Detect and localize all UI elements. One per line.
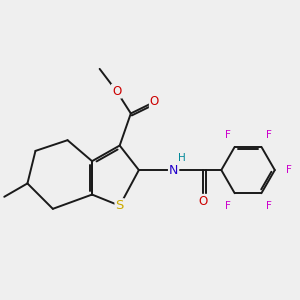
Text: O: O: [199, 195, 208, 208]
Text: S: S: [116, 199, 124, 212]
Text: O: O: [112, 85, 121, 98]
Text: F: F: [266, 201, 272, 211]
Text: N: N: [169, 164, 178, 177]
Text: F: F: [286, 165, 292, 175]
Text: F: F: [266, 130, 272, 140]
Text: H: H: [178, 153, 185, 163]
Text: F: F: [225, 130, 230, 140]
Text: O: O: [150, 95, 159, 108]
Text: F: F: [225, 201, 230, 211]
